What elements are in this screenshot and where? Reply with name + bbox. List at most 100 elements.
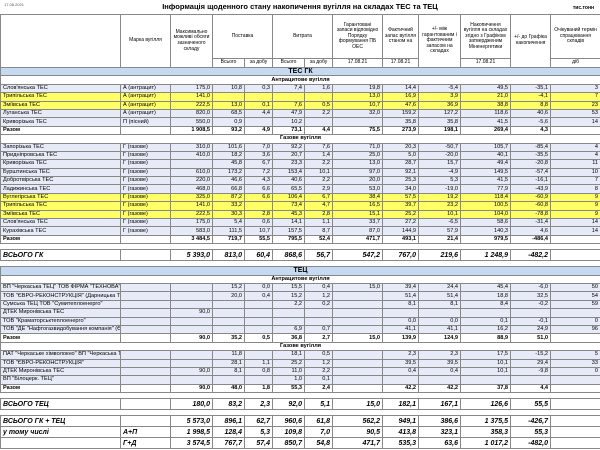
- value-cell: 16,5: [332, 201, 384, 211]
- coal-grade: [120, 234, 171, 245]
- value-cell: -20,0: [418, 150, 462, 161]
- value-cell: [550, 125, 600, 136]
- value-cell: 3: [550, 83, 600, 94]
- value-cell: 49,4: [460, 159, 512, 169]
- value-cell: 14: [550, 226, 600, 236]
- value-cell: 325,0: [170, 192, 213, 203]
- coal-grade: А (антрацит): [120, 92, 171, 102]
- value-cell: 51,4: [418, 291, 462, 301]
- value-cell: 550,0: [170, 117, 213, 127]
- data-row: Трипільська ТЕС А (антрацит) 141,0 13,0 16,9…: [0, 92, 600, 102]
- value-cell: [382, 375, 420, 385]
- value-cell: [244, 92, 273, 102]
- value-cell: 140,3: [460, 226, 512, 236]
- value-cell: 25,2: [382, 209, 420, 220]
- value-cell: [550, 398, 600, 411]
- value-cell: 40,1: [460, 150, 512, 161]
- table-header: Марка вугілля Максимально можливі обсяги…: [0, 14, 600, 68]
- report-date: 17.08.2021: [4, 2, 25, 7]
- value-cell: [170, 299, 213, 310]
- value-cell: 0: [550, 316, 600, 326]
- value-cell: -0,1: [510, 316, 552, 326]
- value-cell: 269,4: [460, 125, 512, 136]
- value-cell: 32,0: [332, 108, 384, 119]
- value-cell: 8,1: [418, 299, 462, 310]
- value-cell: 27,2: [382, 218, 420, 228]
- value-cell: 850,7: [272, 437, 305, 450]
- value-cell: 2,2: [303, 366, 334, 377]
- value-cell: 220,0: [170, 176, 213, 186]
- value-cell: 5,3: [418, 176, 462, 186]
- row-name: ВП "Білоцерк. ТЕЦ": [0, 375, 121, 385]
- value-cell: 0,2: [303, 299, 334, 310]
- value-cell: 18,2: [212, 150, 245, 161]
- value-cell: 19,2: [418, 192, 462, 203]
- value-cell: 35,8: [382, 117, 420, 127]
- value-cell: 20,0: [212, 291, 245, 301]
- value-cell: 45,3: [272, 209, 305, 220]
- value-cell: 8,1: [382, 299, 420, 310]
- value-cell: 55,3: [510, 426, 552, 439]
- row-name: Трипільська ТЕС: [0, 92, 121, 102]
- value-cell: 159,2: [382, 108, 420, 119]
- value-cell: [170, 375, 213, 385]
- value-cell: 1,1: [244, 358, 273, 368]
- value-cell: [170, 350, 213, 360]
- data-row: ВП "Білоцерк. ТЕЦ" 1,0 0,1: [0, 375, 600, 385]
- header-cell: за добу: [303, 58, 334, 68]
- row-name: ТОВ "ЄВРО-РЕКОНСТРУКЦІЯ" (Дарницька ТЕЦ): [0, 291, 121, 301]
- value-cell: -5,4: [418, 83, 462, 94]
- value-cell: 88,9: [460, 333, 512, 343]
- value-cell: [244, 324, 273, 335]
- value-cell: 25,0: [332, 150, 384, 161]
- group-title: Газове вугілля: [0, 341, 600, 352]
- value-cell: 10,2: [272, 117, 305, 127]
- value-cell: 4: [550, 150, 600, 161]
- value-cell: 410,0: [170, 150, 213, 161]
- value-cell: -16,1: [510, 176, 552, 186]
- value-cell: 23: [550, 100, 600, 110]
- value-cell: 118,4: [460, 192, 512, 203]
- value-cell: [510, 375, 552, 385]
- value-cell: 0,8: [244, 366, 273, 377]
- coal-grade: [120, 383, 171, 394]
- value-cell: 35,2: [212, 333, 245, 343]
- value-cell: 8,1: [212, 366, 245, 377]
- value-cell: 868,6: [272, 249, 305, 262]
- value-cell: 23,3: [272, 159, 305, 169]
- value-cell: 49,5: [460, 83, 512, 94]
- value-cell: 813,0: [212, 249, 245, 262]
- value-cell: 96: [550, 324, 600, 335]
- value-cell: [332, 324, 384, 335]
- value-cell: 14,1: [272, 218, 305, 228]
- value-cell: 10: [550, 167, 600, 178]
- header-cell: 17.08.21: [332, 58, 384, 68]
- value-cell: 767,7: [212, 437, 245, 450]
- value-cell: 38,8: [460, 100, 512, 110]
- value-cell: 222,5: [170, 100, 213, 110]
- value-cell: 10,1: [303, 167, 334, 178]
- value-cell: 39,4: [382, 282, 420, 293]
- value-cell: 10,7: [332, 100, 384, 110]
- value-cell: -78,8: [510, 209, 552, 220]
- value-cell: 219,6: [418, 249, 462, 262]
- value-cell: 1,8: [244, 383, 273, 394]
- value-cell: 36,8: [272, 333, 305, 343]
- coal-grade: [120, 366, 171, 377]
- value-cell: 28,7: [382, 159, 420, 169]
- coal-grade: [120, 324, 171, 335]
- coal-grade: [120, 316, 171, 326]
- value-cell: 795,5: [272, 234, 305, 245]
- data-row: Запорізька ТЕС Г (газове) 310,0 101,6 7,0 92,…: [0, 142, 600, 152]
- value-cell: [244, 375, 273, 385]
- header-cell: +/- до Графіка накопичення: [510, 14, 552, 68]
- coal-grade: [120, 350, 171, 360]
- value-cell: -19,0: [418, 184, 462, 194]
- value-cell: [332, 383, 384, 394]
- row-name: Вуглегірська ТЕС: [0, 192, 121, 203]
- value-cell: 6,6: [244, 184, 273, 194]
- value-cell: -6,5: [418, 218, 462, 228]
- value-cell: 719,7: [212, 234, 245, 245]
- group-title: Газове вугілля: [0, 134, 600, 144]
- row-name: Трипільська ТЕС: [0, 201, 121, 211]
